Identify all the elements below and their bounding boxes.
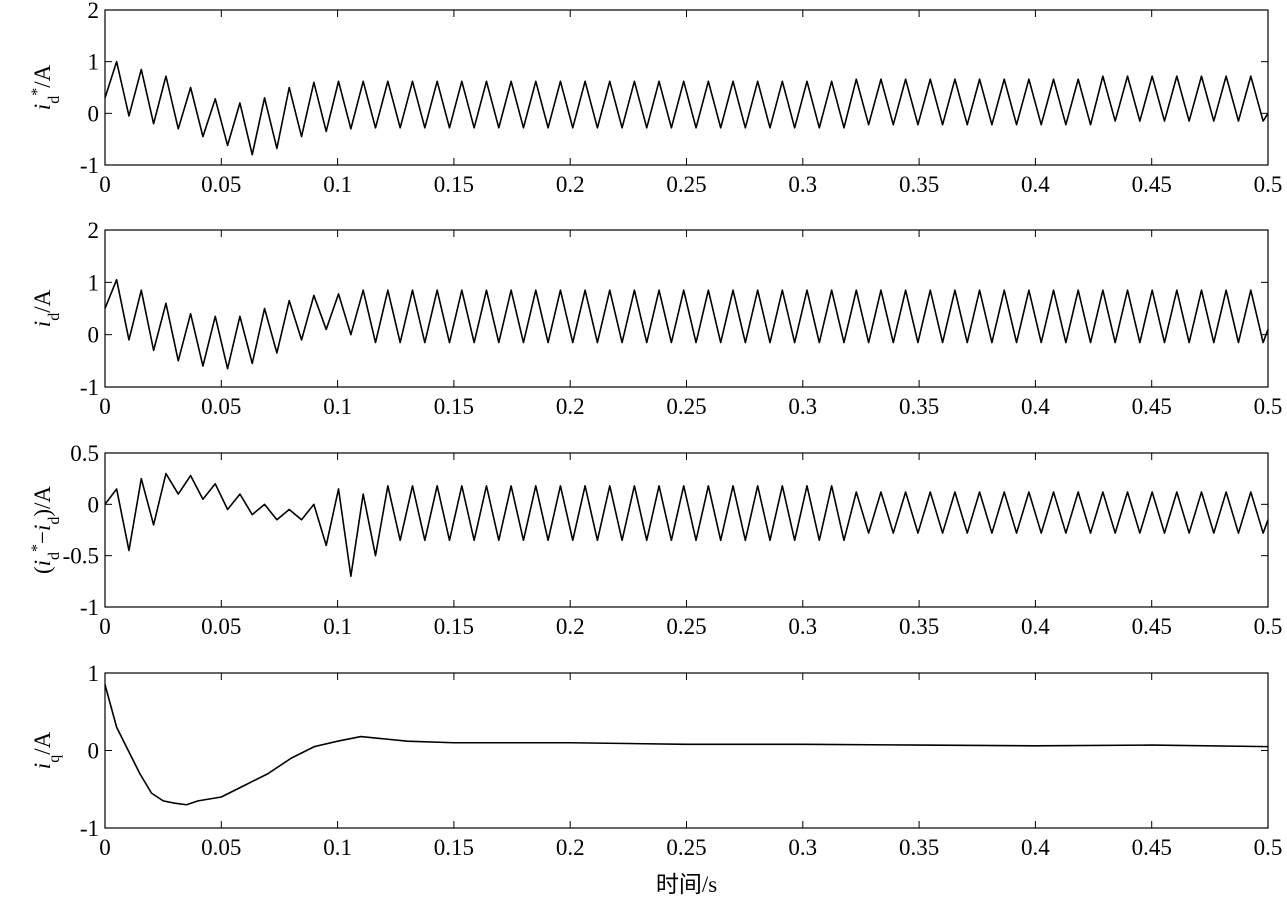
data-line xyxy=(104,60,1269,156)
x-tick-label: 0.35 xyxy=(899,835,939,860)
plot-frame xyxy=(104,672,1269,829)
y-axis-label-part: /A xyxy=(30,289,55,312)
x-tick-label: 0.25 xyxy=(666,394,706,419)
x-tick-label: 0.1 xyxy=(323,394,352,419)
x-tick-label: 0.25 xyxy=(666,172,706,197)
x-tick-label: 0.1 xyxy=(323,835,352,860)
y-tick-label: -1 xyxy=(80,153,99,178)
y-axis-label-part: )/A xyxy=(30,486,55,517)
y-axis-label-part: * xyxy=(29,544,46,552)
x-tick-label: 0.25 xyxy=(666,835,706,860)
x-tick-label: 0.15 xyxy=(434,835,474,860)
x-tick-label: 0.5 xyxy=(1254,835,1283,860)
y-tick-label: -0.5 xyxy=(63,544,99,569)
y-axis-label-part: d xyxy=(46,517,63,525)
x-tick-label: 0.4 xyxy=(1021,835,1050,860)
x-tick-label: 0.3 xyxy=(788,394,817,419)
y-tick-label: 0 xyxy=(88,492,100,517)
x-tick-label: 0.3 xyxy=(788,614,817,639)
x-tick-label: 0 xyxy=(99,394,111,419)
x-tick-label: 0.05 xyxy=(201,172,241,197)
subplot: 0 0.05 0.1 0.15 0.2 0.25 0.3 0.35 0.4 0.45 0.5 -1 -0… xyxy=(29,441,1283,639)
y-axis-label-part: d xyxy=(46,552,63,560)
x-tick-label: 0.4 xyxy=(1021,394,1050,419)
data-line xyxy=(104,278,1269,370)
x-tick-label: 0.05 xyxy=(201,835,241,860)
y-axis-label-part: i xyxy=(30,104,55,110)
x-tick-label: 0.45 xyxy=(1132,835,1172,860)
x-tick-label: 0 xyxy=(99,172,111,197)
plot-frame xyxy=(104,229,1269,388)
y-tick-label: 1 xyxy=(88,270,100,295)
y-axis-label-part: i xyxy=(30,560,55,566)
x-tick-label: 0.45 xyxy=(1132,394,1172,419)
x-tick-label: 0.1 xyxy=(323,614,352,639)
x-tick-label: 0.2 xyxy=(556,394,585,419)
plot-frame xyxy=(104,9,1269,166)
x-tick-label: 0.1 xyxy=(323,172,352,197)
subplot: 0 0.05 0.1 0.15 0.2 0.25 0.3 0.35 0.4 0.45 0.5-101… xyxy=(30,661,1282,897)
x-tick-label: 0.2 xyxy=(556,614,585,639)
x-tick-label: 0.15 xyxy=(434,394,474,419)
y-tick-label: 0 xyxy=(88,323,100,348)
x-tick-label: 0.05 xyxy=(201,614,241,639)
data-line xyxy=(104,472,1269,577)
y-tick-label: -1 xyxy=(80,595,99,620)
y-axis-label-part: /A xyxy=(30,64,55,87)
x-tick-label: 0.05 xyxy=(201,394,241,419)
x-tick-label: 0.35 xyxy=(899,172,939,197)
y-axis-label: id*/A xyxy=(29,64,63,110)
y-axis-label: id/A xyxy=(30,289,63,327)
y-axis-label: (id*−id)/A xyxy=(29,486,63,574)
data-line xyxy=(104,684,1269,806)
y-tick-label: 0 xyxy=(88,101,100,126)
y-tick-label: -1 xyxy=(80,816,99,841)
x-tick-label: 0.4 xyxy=(1021,614,1050,639)
x-tick-label: 0.35 xyxy=(899,394,939,419)
y-axis-label-part: i xyxy=(30,763,55,769)
x-tick-label: 0.25 xyxy=(666,614,706,639)
x-tick-label: 0 xyxy=(99,835,111,860)
y-axis-label-part: q xyxy=(46,755,63,763)
y-tick-label: 1 xyxy=(88,661,100,686)
x-tick-label: 0.45 xyxy=(1132,614,1172,639)
y-tick-label: 2 xyxy=(88,218,100,243)
x-tick-label: 0.3 xyxy=(788,172,817,197)
y-axis-label-part: * xyxy=(29,88,46,96)
x-tick-label: 0.45 xyxy=(1132,172,1172,197)
y-axis-label-part: i xyxy=(30,525,55,531)
x-tick-label: 0.3 xyxy=(788,835,817,860)
y-axis-label-part: i xyxy=(30,321,55,327)
x-tick-label: 0.5 xyxy=(1254,394,1283,419)
x-tick-label: 0 xyxy=(99,614,111,639)
y-axis-label: iq/A xyxy=(30,731,63,769)
y-tick-label: 2 xyxy=(88,0,100,23)
x-tick-label: 0.2 xyxy=(556,835,585,860)
x-tick-label: 0.2 xyxy=(556,172,585,197)
y-axis-label-part: d xyxy=(46,313,63,321)
y-tick-label: 1 xyxy=(88,50,100,75)
y-tick-label: 0.5 xyxy=(70,441,99,466)
x-tick-label: 0.35 xyxy=(899,614,939,639)
plot-frame xyxy=(104,452,1269,608)
x-tick-label: 0.4 xyxy=(1021,172,1050,197)
y-axis-label-part: d xyxy=(46,96,63,104)
x-tick-label: 0.15 xyxy=(434,172,474,197)
subplot: 0 0.05 0.1 0.15 0.2 0.25 0.3 0.35 0.4 0.45 0.5-101… xyxy=(30,218,1282,419)
x-tick-label: 0.15 xyxy=(434,614,474,639)
y-axis-label-part: − xyxy=(30,531,55,544)
y-tick-label: -1 xyxy=(80,375,99,400)
y-tick-label: 0 xyxy=(88,739,100,764)
x-tick-label: 0.5 xyxy=(1254,614,1283,639)
subplot: 0 0.05 0.1 0.15 0.2 0.25 0.3 0.35 0.4 0.45 0.5-101… xyxy=(29,0,1283,197)
x-tick-label: 0.5 xyxy=(1254,172,1283,197)
y-axis-label-part: ( xyxy=(30,566,55,574)
x-axis-label: 时间/s xyxy=(656,872,717,897)
y-axis-label-part: /A xyxy=(30,731,55,754)
